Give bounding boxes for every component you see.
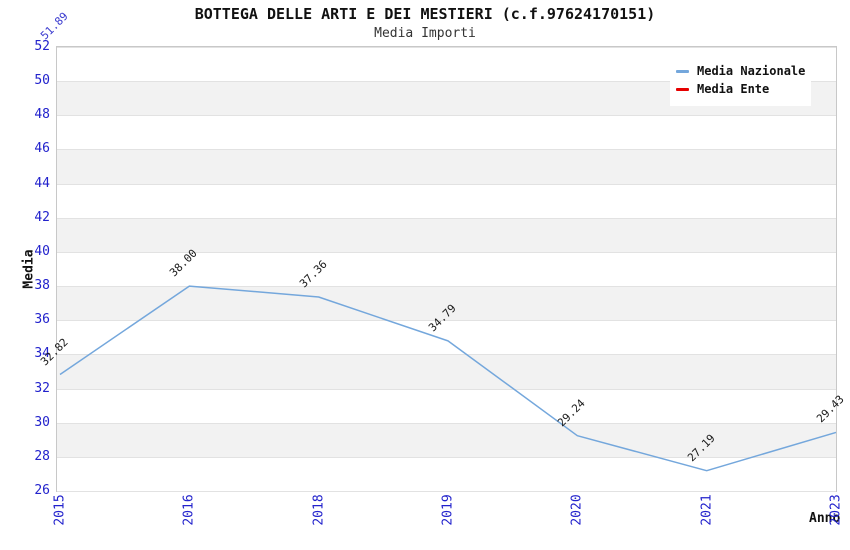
h-gridline [57, 286, 836, 288]
media-nazionale-line-swatch-icon [676, 69, 689, 73]
y-tick-label: 50 [34, 73, 50, 89]
h-gridline [57, 354, 836, 356]
legend-item-media-ente: Media Ente [676, 81, 811, 97]
x-tick-label: 2016 [181, 494, 197, 526]
y-tick-label: 40 [34, 243, 50, 259]
x-axis-title: Anno [809, 511, 841, 526]
x-tick-label: 2023 [828, 494, 844, 526]
y-tick-label: 44 [34, 175, 50, 191]
y-tick-label: 38 [34, 278, 50, 294]
h-gridline [57, 47, 836, 48]
h-gridline [57, 388, 836, 390]
h-gridline [57, 183, 836, 185]
y-tick-label: 26 [34, 483, 50, 498]
h-gridline [57, 491, 836, 492]
x-tick-label: 2015 [52, 494, 68, 526]
y-tick-label: 28 [34, 448, 50, 464]
line-series-svg [59, 285, 837, 472]
legend: Media Nazionale Media Ente [670, 56, 811, 106]
y-tick-label: 42 [34, 209, 50, 225]
y-tick-label: 52 [34, 39, 50, 54]
h-gridline [57, 81, 836, 83]
plot-band [57, 354, 836, 389]
media-ente-line-swatch-icon [676, 87, 689, 91]
y-tick-label: 36 [34, 312, 50, 328]
h-gridline [57, 149, 836, 151]
x-tick-label: 2018 [311, 494, 327, 526]
x-tick-label: 2021 [699, 494, 715, 526]
legend-label-media-nazionale: Media Nazionale [697, 64, 806, 78]
h-gridline [57, 422, 836, 424]
chart-title: BOTTEGA DELLE ARTI E DEI MESTIERI (c.f.9… [194, 5, 656, 23]
chart-subtitle: Media Importi [374, 26, 476, 41]
plot-band [57, 217, 836, 252]
y-tick-label: 34 [34, 346, 50, 362]
x-tick-label: 2019 [440, 494, 456, 526]
y-tick-label: 30 [34, 414, 50, 430]
series-line-0 [59, 285, 837, 472]
plot-band [57, 149, 836, 184]
legend-label-media-ente: Media Ente [697, 82, 770, 96]
h-gridline [57, 217, 836, 219]
y-tick-label: 46 [34, 141, 50, 157]
y-tick-label: 32 [34, 380, 50, 396]
plot-band [57, 286, 836, 321]
y-tick-label: 48 [34, 107, 50, 123]
plot-area: 32.82 38.00 37.36 34.79 29.24 27.19 29.43 51.89 [38, 10, 847, 492]
x-tick-label: 2020 [569, 494, 585, 526]
plot-band [57, 422, 836, 457]
h-gridline [57, 251, 836, 253]
h-gridline [57, 320, 836, 322]
h-gridline [57, 456, 836, 458]
legend-item-media-nazionale: Media Nazionale [676, 63, 811, 79]
h-gridline [57, 115, 836, 117]
